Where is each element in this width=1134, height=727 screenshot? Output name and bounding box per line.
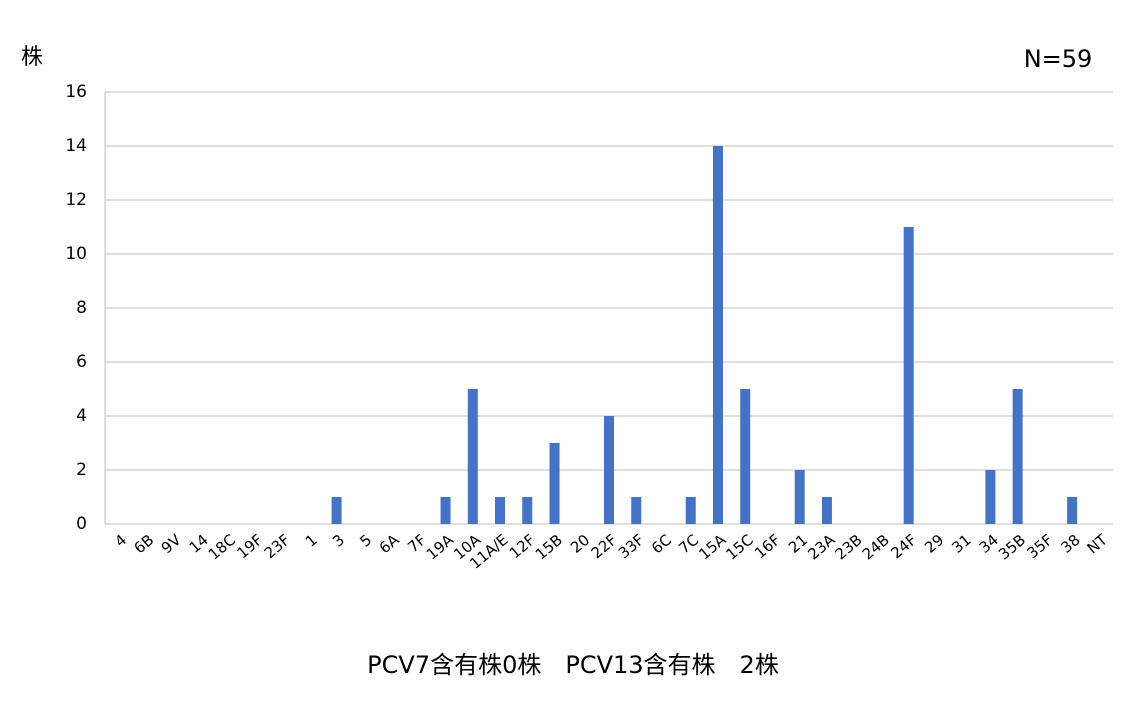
bar xyxy=(712,146,723,524)
x-tick-label: 29 xyxy=(921,531,947,557)
y-tick-label: 16 xyxy=(65,82,87,102)
bar xyxy=(985,470,996,524)
x-tick-label: 6B xyxy=(131,531,158,558)
bar xyxy=(331,497,342,524)
bar xyxy=(467,389,478,524)
x-tick-label: 19F xyxy=(233,531,266,563)
x-tick-label: 22F xyxy=(588,531,621,563)
bar xyxy=(685,497,696,524)
bar xyxy=(631,497,642,524)
x-tick-label: 4 xyxy=(111,531,130,551)
bar xyxy=(440,497,451,524)
bar xyxy=(903,227,914,524)
x-tick-label: 1 xyxy=(302,531,321,551)
y-tick-label: 8 xyxy=(76,298,87,318)
x-tick-label: 23F xyxy=(261,531,294,563)
x-tick-label: 35F xyxy=(1024,531,1057,563)
y-tick-label: 14 xyxy=(65,136,87,156)
y-tick-label: 0 xyxy=(76,514,87,534)
bar xyxy=(1012,389,1023,524)
x-tick-label: NT xyxy=(1084,530,1112,557)
x-tick-label: 33F xyxy=(615,531,648,563)
y-axis-label: 株 xyxy=(21,45,43,70)
x-tick-label: 20 xyxy=(567,531,593,557)
y-tick-label: 6 xyxy=(76,352,87,372)
x-tick-label: 38 xyxy=(1057,531,1083,557)
bar xyxy=(604,416,614,524)
bar xyxy=(740,389,751,524)
bar xyxy=(1067,497,1078,524)
x-tick-label: 3 xyxy=(329,531,348,551)
y-tick-label: 4 xyxy=(76,406,87,426)
x-tick-label: 5 xyxy=(356,531,375,551)
y-tick-label: 10 xyxy=(65,244,87,264)
bar xyxy=(495,497,506,524)
note: PCV7含有株0株 PCV13含有株 2株 xyxy=(367,651,779,679)
annotation: N=59 xyxy=(1024,45,1093,73)
x-tick-label: 15B xyxy=(532,531,566,564)
bar xyxy=(821,497,832,524)
x-tick-label: 24F xyxy=(887,531,920,563)
bar xyxy=(522,497,533,524)
x-tick-label: 12F xyxy=(506,531,539,563)
bar xyxy=(549,443,560,524)
x-tick-label: 6A xyxy=(376,530,403,557)
y-tick-label: 12 xyxy=(65,190,87,210)
x-tick-label: 9V xyxy=(158,530,185,557)
x-tick-label: 6C xyxy=(648,531,675,558)
y-tick-label: 2 xyxy=(76,460,87,480)
x-tick-label: 16F xyxy=(751,531,784,563)
bar xyxy=(794,470,805,524)
x-tick-label: 31 xyxy=(948,531,974,557)
